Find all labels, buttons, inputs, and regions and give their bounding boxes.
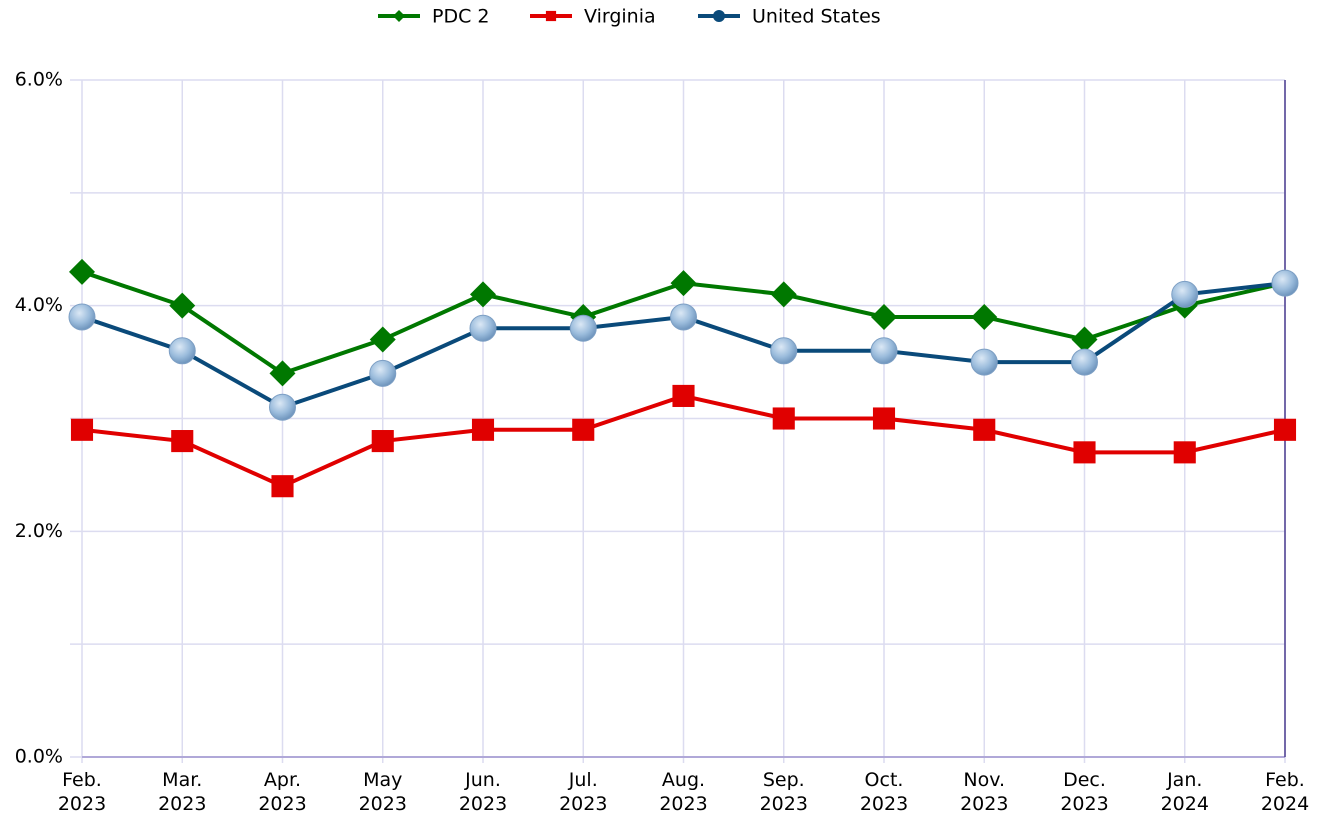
x-tick-label: May 2023 bbox=[358, 769, 407, 815]
marker bbox=[471, 418, 495, 441]
y-tick-label: 0.0% bbox=[15, 746, 63, 768]
x-tick-label: Feb. 2023 bbox=[57, 769, 107, 815]
marker bbox=[770, 337, 798, 365]
marker bbox=[271, 475, 294, 498]
marker bbox=[973, 418, 996, 441]
marker bbox=[371, 430, 394, 453]
x-tick-label: Feb. 2024 bbox=[1260, 769, 1310, 815]
marker bbox=[572, 418, 595, 441]
marker bbox=[269, 393, 296, 421]
x-tick-label: Jun. 2023 bbox=[458, 769, 508, 815]
marker bbox=[545, 10, 557, 22]
x-tick-label: Sep. 2023 bbox=[759, 769, 808, 815]
marker bbox=[69, 258, 95, 285]
marker bbox=[670, 303, 697, 331]
marker bbox=[872, 407, 896, 430]
marker bbox=[369, 359, 397, 387]
marker bbox=[672, 384, 695, 407]
marker bbox=[470, 281, 496, 308]
marker bbox=[68, 303, 96, 331]
y-tick-label: 6.0% bbox=[15, 69, 63, 91]
x-tick-label: Apr. 2023 bbox=[258, 769, 307, 815]
marker bbox=[870, 337, 898, 365]
marker bbox=[713, 10, 725, 22]
marker bbox=[569, 314, 597, 342]
x-tick-label: Nov. 2023 bbox=[960, 769, 1009, 815]
marker bbox=[469, 314, 497, 342]
x-tick-label: Jan. 2024 bbox=[1160, 769, 1209, 815]
marker bbox=[168, 337, 196, 365]
x-tick-label: Aug. 2023 bbox=[659, 769, 708, 815]
marker bbox=[269, 360, 296, 387]
legend-label: Virginia bbox=[584, 6, 656, 28]
legend-label: United States bbox=[752, 6, 881, 28]
marker bbox=[393, 10, 405, 22]
marker bbox=[70, 418, 94, 441]
marker bbox=[871, 303, 897, 330]
marker bbox=[1073, 441, 1096, 464]
marker bbox=[1273, 418, 1297, 441]
x-tick-label: Oct. 2023 bbox=[859, 769, 909, 815]
marker bbox=[971, 303, 998, 330]
marker bbox=[1271, 269, 1299, 297]
x-tick-label: Jul. 2023 bbox=[559, 769, 608, 815]
y-tick-label: 4.0% bbox=[15, 294, 63, 316]
marker bbox=[1071, 348, 1098, 376]
x-tick-label: Mar. 2023 bbox=[158, 769, 207, 815]
y-tick-label: 2.0% bbox=[15, 520, 63, 542]
marker bbox=[171, 430, 194, 453]
marker bbox=[1071, 326, 1098, 353]
marker bbox=[670, 270, 697, 297]
x-tick-label: Dec. 2023 bbox=[1060, 769, 1109, 815]
marker bbox=[772, 407, 795, 430]
legend-label: PDC 2 bbox=[432, 6, 489, 28]
marker bbox=[1171, 280, 1199, 308]
marker bbox=[970, 348, 998, 376]
marker bbox=[169, 292, 196, 319]
marker bbox=[770, 281, 797, 308]
marker bbox=[369, 326, 396, 353]
marker bbox=[1173, 441, 1196, 464]
